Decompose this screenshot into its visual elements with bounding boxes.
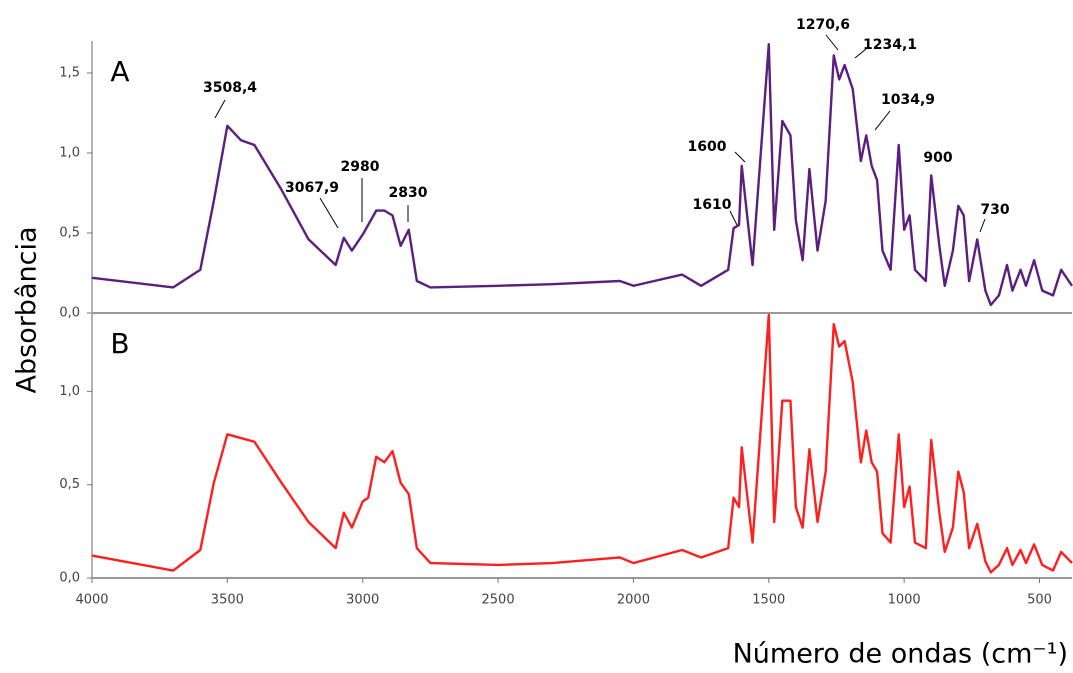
- peak-pointer: [214, 99, 226, 119]
- peak-label: 1610: [693, 197, 732, 213]
- peak-label: 1034,9: [881, 92, 935, 108]
- peak-label: 2980: [341, 159, 380, 175]
- x-tick-label: 3000: [346, 593, 379, 608]
- peak-pointer: [319, 197, 339, 229]
- peak-label: 900: [923, 150, 952, 166]
- y-tick-label: 0,5: [59, 226, 80, 241]
- y-axis-label: Absorbância: [12, 227, 43, 394]
- peak-label: 3067,9: [285, 180, 339, 196]
- peak-pointer: [874, 110, 891, 131]
- x-axis-label: Número de ondas (cm⁻¹): [733, 639, 1068, 670]
- peak-label: 1234,1: [863, 37, 917, 53]
- x-tick-label: 500: [1027, 593, 1052, 608]
- panel-label: A: [110, 55, 129, 88]
- y-tick-label: 0,0: [59, 571, 80, 586]
- peak-label: 2830: [389, 185, 428, 201]
- spectrum-line: [91, 313, 1073, 574]
- y-tick-label: 1,5: [59, 66, 80, 81]
- x-tick-label: 2500: [482, 593, 515, 608]
- peak-label: 730: [980, 202, 1009, 218]
- peak-pointer: [734, 151, 746, 163]
- peak-label: 3508,4: [203, 80, 257, 96]
- panel-label: B: [110, 327, 129, 360]
- peak-pointer: [854, 48, 867, 59]
- x-tick-label: 2000: [617, 593, 650, 608]
- peak-pointer: [729, 210, 738, 226]
- x-tick-label: 1500: [752, 593, 785, 608]
- y-tick-label: 0,5: [59, 477, 80, 492]
- peak-label: 1270,6: [796, 17, 850, 33]
- y-tick-label: 1,0: [59, 384, 80, 399]
- y-tick-label: 0,0: [59, 306, 80, 321]
- spectrum-line: [91, 43, 1073, 307]
- x-tick-label: 3500: [211, 593, 244, 608]
- x-tick-label: 1000: [888, 593, 921, 608]
- peak-pointer: [979, 218, 986, 233]
- peak-pointer: [825, 34, 839, 51]
- x-tick-label: 4000: [75, 593, 108, 608]
- peak-label: 1600: [688, 139, 727, 155]
- y-tick-label: 1,0: [59, 146, 80, 161]
